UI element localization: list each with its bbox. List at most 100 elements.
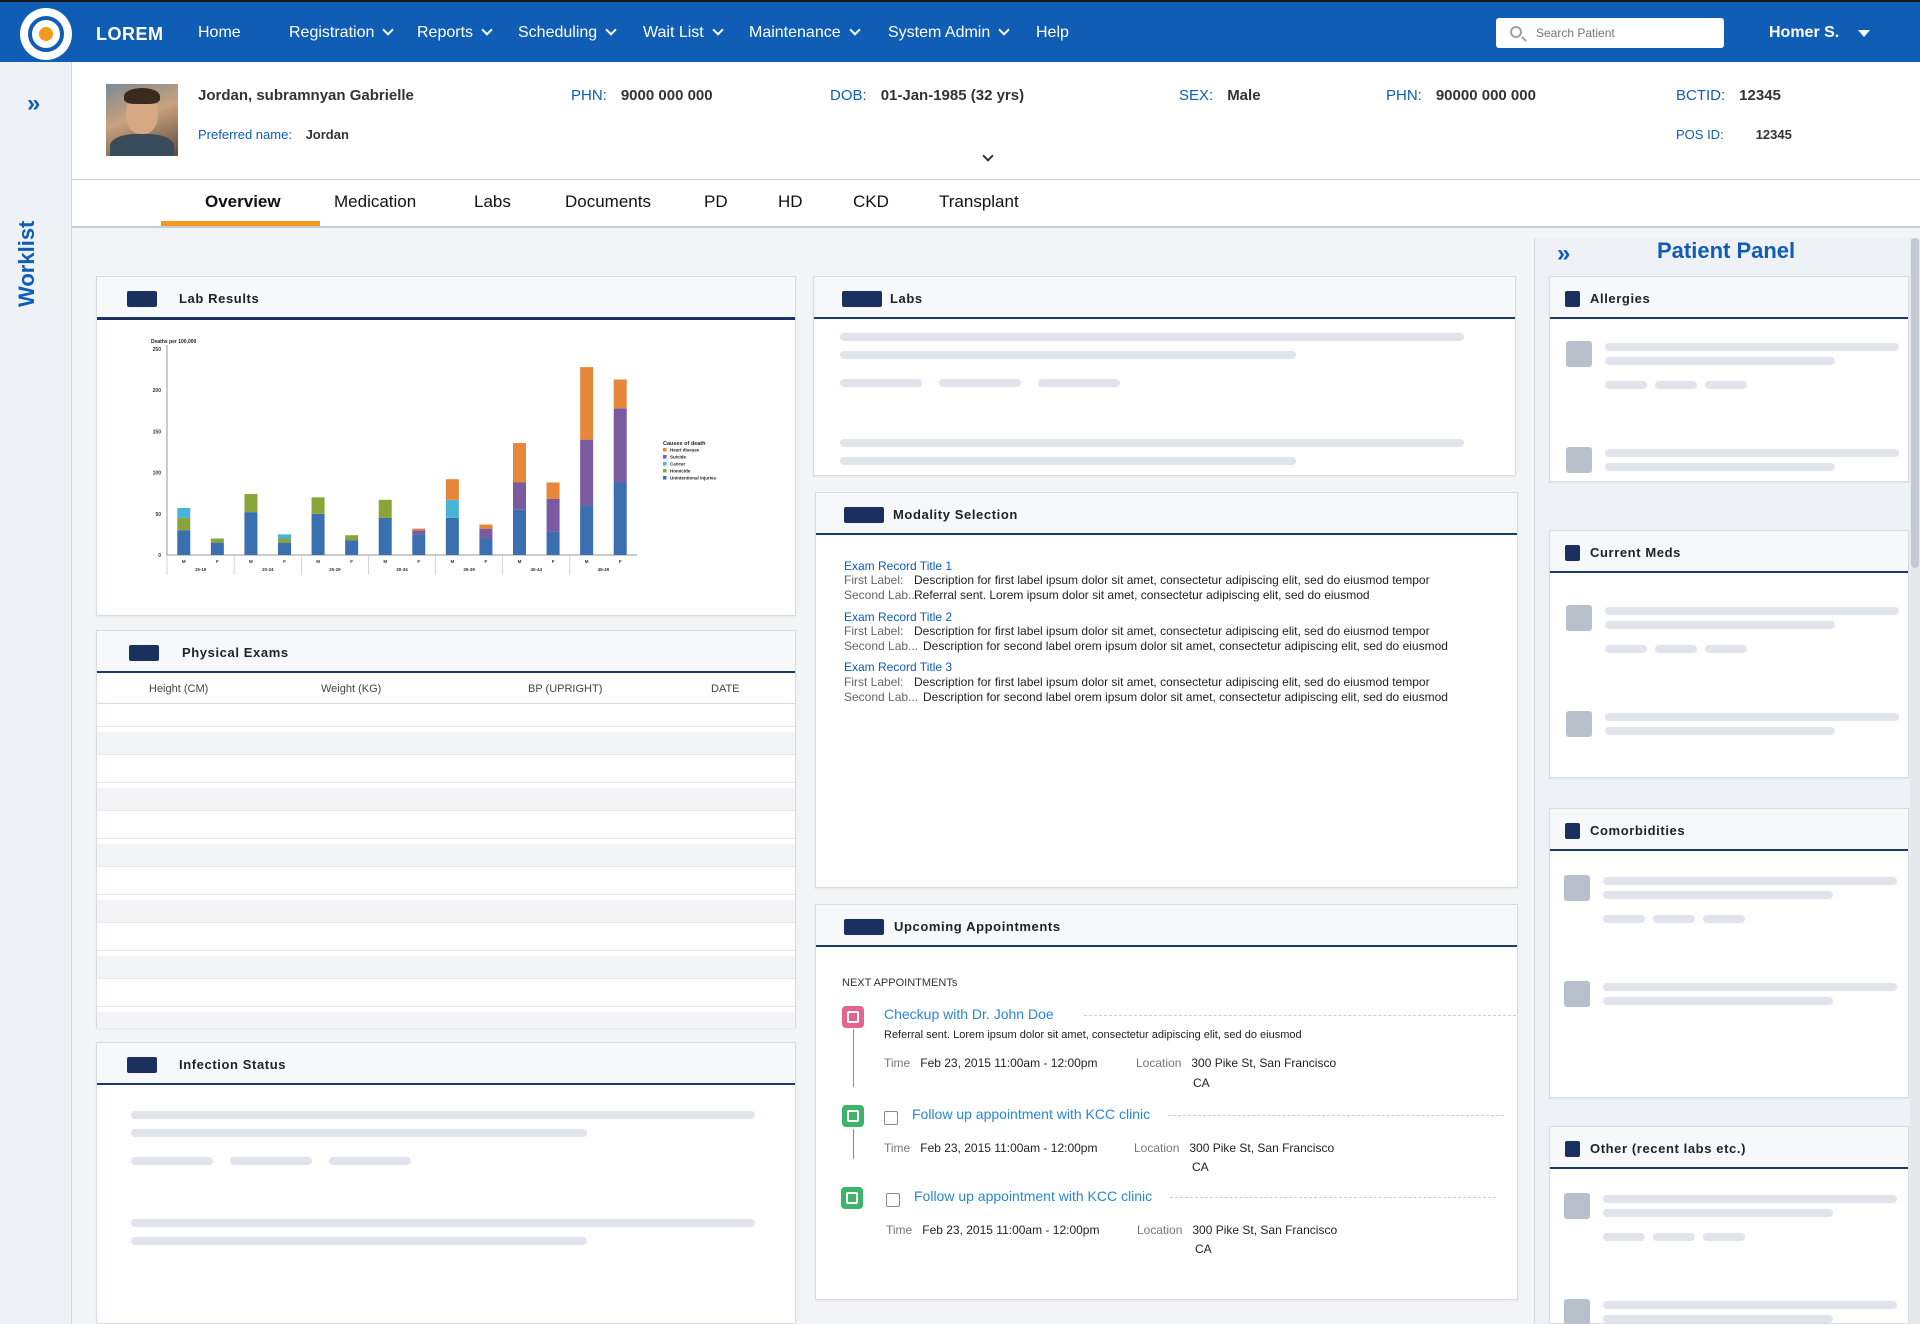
chart-bar-segment <box>278 538 291 543</box>
column-header-date[interactable]: DATE <box>711 683 740 695</box>
legend-swatch <box>663 469 667 473</box>
user-name[interactable]: Homer S. <box>1769 24 1840 41</box>
tab-labs[interactable]: Labs <box>474 192 511 211</box>
table-row[interactable] <box>97 984 795 1007</box>
loading-placeholder <box>1603 983 1897 991</box>
table-row[interactable] <box>97 956 795 979</box>
appointment-location: Location 300 Pike St, San Francisco <box>1136 1056 1337 1070</box>
table-row[interactable] <box>97 844 795 867</box>
legend-swatch <box>663 476 667 480</box>
tab-hd[interactable]: HD <box>778 192 803 211</box>
nav-registration[interactable]: Registration <box>289 24 395 42</box>
appointment-checkbox[interactable] <box>886 1193 900 1207</box>
table-row[interactable] <box>97 900 795 923</box>
app-logo[interactable] <box>20 8 72 60</box>
other-recent-labs-card: Other (recent labs etc.) <box>1549 1126 1909 1324</box>
user-menu-caret-icon[interactable] <box>1858 30 1870 37</box>
table-row[interactable] <box>97 872 795 895</box>
nav-wait-list[interactable]: Wait List <box>643 24 724 42</box>
table-row[interactable] <box>97 788 795 811</box>
appointment-location-line2: CA <box>1192 1160 1209 1174</box>
chart-bar-segment <box>412 534 426 555</box>
chevron-down-icon <box>382 24 395 36</box>
panel-icon <box>842 291 882 307</box>
table-row[interactable] <box>97 816 795 839</box>
loading-placeholder <box>1605 357 1835 365</box>
panel-header: Upcoming Appointments <box>816 905 1517 947</box>
calendar-icon <box>842 1006 864 1028</box>
panel-title: Lab Results <box>179 291 260 306</box>
column-header-height[interactable]: Height (CM) <box>149 683 209 695</box>
nav-reports[interactable]: Reports <box>417 24 493 42</box>
search-input[interactable] <box>1536 24 1716 42</box>
tab-ckd[interactable]: CKD <box>853 192 889 211</box>
scrollbar-thumb[interactable] <box>1911 238 1919 568</box>
patient-name: Jordan, subramnyan Gabrielle <box>198 87 414 104</box>
column-header-weight[interactable]: Weight (KG) <box>321 683 382 695</box>
panel-title: Infection Status <box>179 1057 287 1072</box>
appointment-location: Location 300 Pike St, San Francisco <box>1134 1141 1335 1155</box>
panel-header: Other (recent labs etc.) <box>1550 1127 1908 1169</box>
patient-posid: POS ID: 12345 <box>1676 127 1792 142</box>
panel-title: Other (recent labs etc.) <box>1590 1141 1746 1156</box>
top-nav-bar: LOREM Home Registration Reports Scheduli… <box>0 0 1920 62</box>
table-row[interactable] <box>97 928 795 951</box>
legend-label: Homicide <box>670 469 691 474</box>
table-row[interactable] <box>97 1012 795 1028</box>
loading-placeholder <box>230 1157 312 1165</box>
loading-placeholder <box>1603 997 1833 1005</box>
exam-record-title[interactable]: Exam Record Title 2 <box>844 610 953 624</box>
chart-bar-segment <box>244 494 258 513</box>
expand-header-chevron-icon[interactable] <box>982 150 994 162</box>
tab-transplant[interactable]: Transplant <box>939 192 1019 211</box>
column-header-bp[interactable]: BP (UPRIGHT) <box>528 683 603 695</box>
tab-overview[interactable]: Overview <box>205 192 281 211</box>
x-tick-label: F <box>552 559 555 564</box>
table-row[interactable] <box>97 760 795 783</box>
loading-placeholder <box>1705 381 1747 389</box>
appointment-title[interactable]: Follow up appointment with KCC clinic <box>914 1188 1153 1204</box>
loading-placeholder <box>131 1237 587 1245</box>
nav-help[interactable]: Help <box>1036 24 1069 41</box>
physical-exams-panel: Physical Exams Height (CM) Weight (KG) B… <box>96 630 796 1028</box>
y-tick-label: 200 <box>153 388 162 394</box>
chart-bar-segment <box>546 531 560 555</box>
chart-bar-segment <box>278 542 291 555</box>
table-row[interactable] <box>97 704 795 727</box>
search-box[interactable] <box>1496 18 1724 48</box>
tab-medication[interactable]: Medication <box>334 192 417 211</box>
loading-placeholder <box>840 457 1296 465</box>
table-row[interactable] <box>97 732 795 755</box>
nav-maintenance[interactable]: Maintenance <box>749 24 861 42</box>
item-placeholder <box>1564 981 1590 1007</box>
nav-system-admin[interactable]: System Admin <box>888 24 1010 42</box>
y-tick-label: 50 <box>155 512 161 518</box>
appointment-title[interactable]: Checkup with Dr. John Doe <box>884 1006 1054 1022</box>
collapse-patient-panel-icon[interactable]: » <box>1557 240 1571 267</box>
item-placeholder <box>1564 1193 1590 1219</box>
panel-header: Lab Results <box>97 277 795 319</box>
worklist-label[interactable]: Worklist <box>14 220 39 307</box>
nav-home[interactable]: Home <box>198 24 241 41</box>
checklist-icon <box>841 1187 863 1209</box>
patient-phn-2: PHN: 90000 000 000 <box>1386 87 1536 104</box>
x-group-label: 35-39 <box>463 567 475 572</box>
x-tick-label: F <box>619 559 622 564</box>
exam-record-title[interactable]: Exam Record Title 3 <box>844 660 953 674</box>
expand-worklist-icon[interactable]: » <box>27 90 41 117</box>
page-scrollbar[interactable] <box>1910 238 1920 1324</box>
appointment-title[interactable]: Follow up appointment with KCC clinic <box>912 1106 1151 1122</box>
x-tick-label: F <box>350 559 353 564</box>
tab-pd[interactable]: PD <box>704 192 728 211</box>
appointment-checkbox[interactable] <box>884 1111 898 1125</box>
exam-record-line: First Label: Description for first label … <box>844 675 1430 689</box>
x-tick-label: F <box>283 559 286 564</box>
loading-placeholder <box>1603 1315 1833 1323</box>
legend-swatch <box>663 455 667 459</box>
exam-record-title[interactable]: Exam Record Title 1 <box>844 559 953 573</box>
loading-placeholder <box>840 333 1464 341</box>
chart-bar-segment <box>210 538 224 543</box>
nav-scheduling[interactable]: Scheduling <box>518 24 617 42</box>
patient-header: Jordan, subramnyan Gabrielle Preferred n… <box>72 62 1920 180</box>
tab-documents[interactable]: Documents <box>565 192 651 211</box>
